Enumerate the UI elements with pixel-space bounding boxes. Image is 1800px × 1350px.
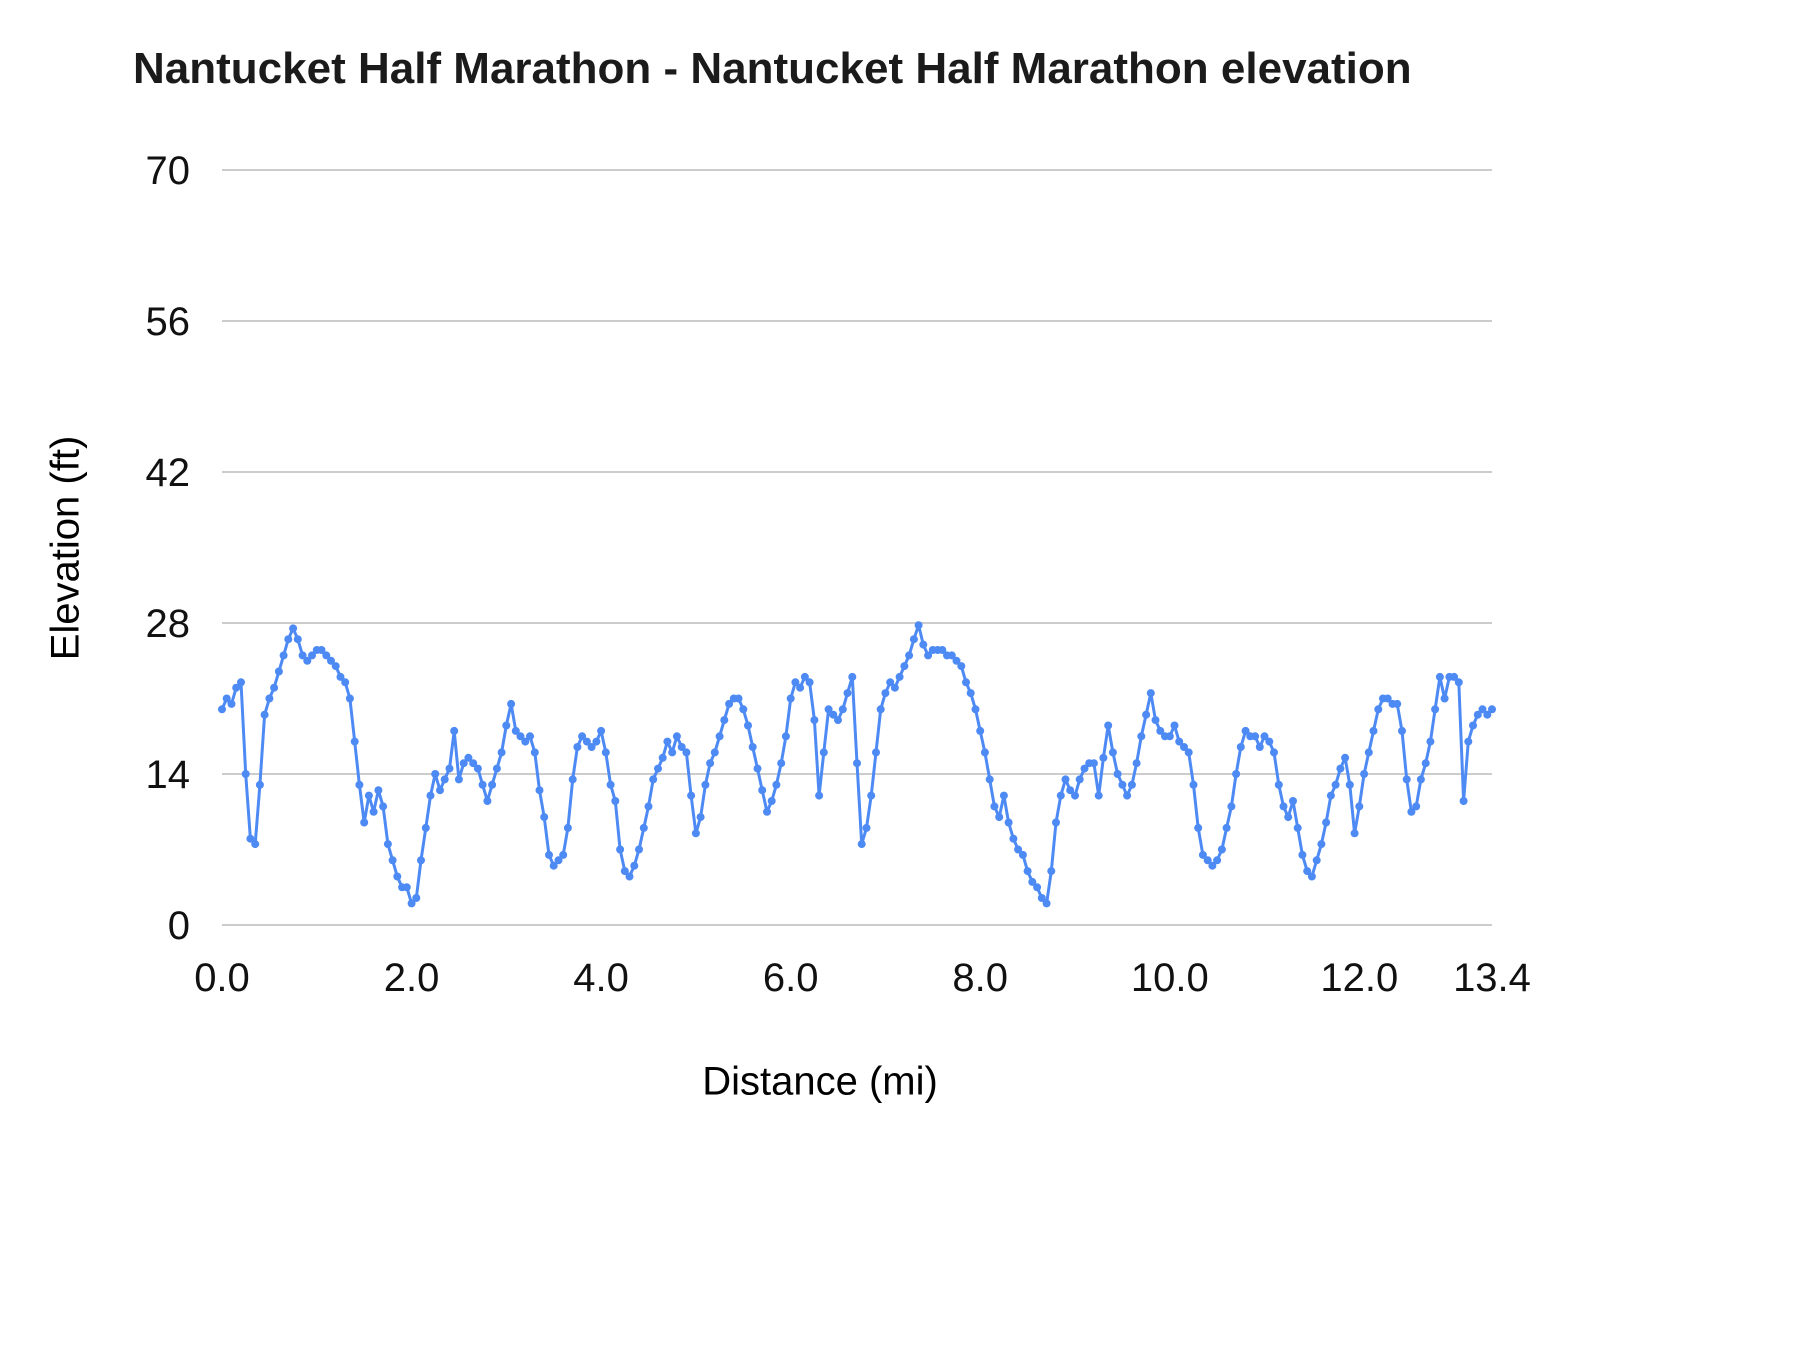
x-tick-label: 13.4 [1453, 956, 1531, 1000]
y-tick-label: 28 [146, 602, 191, 646]
x-tick-label: 4.0 [573, 956, 629, 1000]
x-tick-label: 0.0 [194, 956, 250, 1000]
y-tick-label: 42 [146, 451, 191, 495]
elevation-point-markers [218, 621, 1496, 908]
x-tick-label: 10.0 [1131, 956, 1209, 1000]
y-tick-label: 0 [168, 904, 190, 948]
x-tick-label: 8.0 [952, 956, 1008, 1000]
x-tick-label: 6.0 [763, 956, 819, 1000]
y-tick-label: 14 [146, 753, 191, 797]
x-axis-title: Distance (mi) [702, 1059, 938, 1104]
y-tick-label: 56 [146, 300, 191, 344]
y-tick-label: 70 [146, 149, 191, 193]
x-tick-label: 2.0 [384, 956, 440, 1000]
chart-title: Nantucket Half Marathon - Nantucket Half… [133, 44, 1412, 93]
x-tick-label: 12.0 [1320, 956, 1398, 1000]
